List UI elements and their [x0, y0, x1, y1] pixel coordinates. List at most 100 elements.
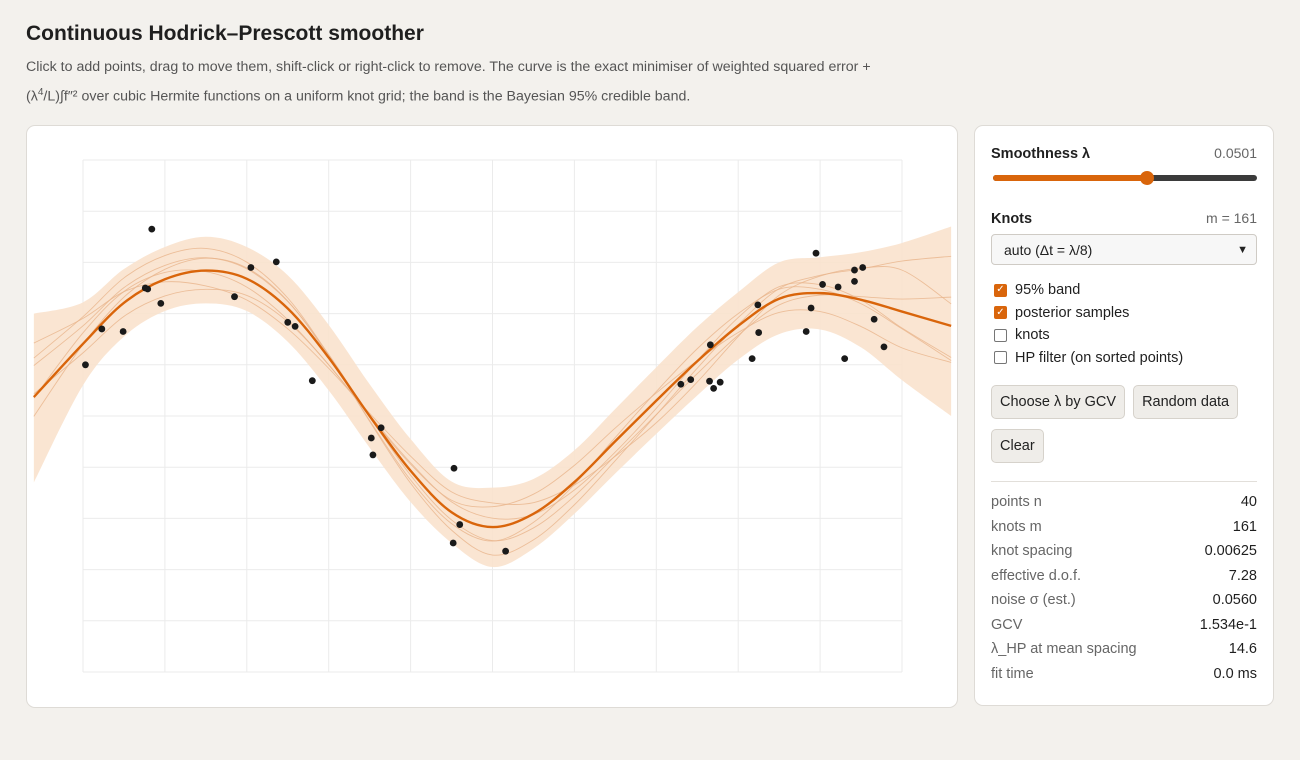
data-point[interactable]	[231, 293, 238, 301]
data-point[interactable]	[456, 521, 464, 528]
data-point[interactable]	[748, 355, 756, 363]
credible-band	[33, 226, 952, 568]
data-point[interactable]	[291, 323, 299, 330]
smoothness-slider[interactable]	[991, 168, 1257, 188]
random-data-button[interactable]: Random data	[1133, 385, 1239, 419]
divider	[991, 481, 1257, 482]
posterior-sample-line	[33, 288, 952, 508]
stat-row: knot spacing 0.00625	[991, 539, 1257, 564]
data-point[interactable]	[144, 285, 152, 293]
data-point[interactable]	[834, 283, 842, 291]
page-title: Continuous Hodrick–Prescott smoother	[26, 22, 424, 45]
stat-value: 0.0 ms	[1213, 665, 1257, 682]
stat-key: GCV	[991, 616, 1023, 633]
data-point[interactable]	[802, 328, 810, 335]
stat-value: 0.00625	[1204, 543, 1257, 560]
checkbox-knots[interactable]: knots	[991, 324, 1257, 347]
data-point[interactable]	[851, 266, 858, 274]
description-line-2: /L)∫f″² over cubic Hermite functions on …	[43, 88, 691, 105]
data-point[interactable]	[82, 361, 89, 369]
data-point[interactable]	[755, 329, 763, 336]
checkbox-label: knots	[1015, 327, 1050, 344]
action-buttons: Choose λ by GCV Random data Clear	[991, 385, 1257, 463]
stat-value: 1.534e-1	[1199, 616, 1257, 633]
checkbox-label: 95% band	[1015, 282, 1081, 299]
data-point[interactable]	[706, 377, 713, 385]
checkbox-label: posterior samples	[1015, 304, 1130, 321]
stat-row: knots m 161	[991, 515, 1257, 540]
checkbox-icon[interactable]: ✓	[994, 306, 1007, 320]
knots-label: Knots	[991, 211, 1033, 227]
data-point[interactable]	[284, 318, 292, 326]
stat-key: knots m	[991, 518, 1042, 535]
stat-row: noise σ (est.) 0.0560	[991, 588, 1257, 613]
data-point[interactable]	[367, 434, 375, 442]
smoothness-row: Smoothness λ 0.0501	[991, 145, 1257, 162]
data-point[interactable]	[870, 315, 878, 323]
slider-fill	[993, 175, 1148, 181]
stat-value: 14.6	[1228, 641, 1257, 658]
data-point[interactable]	[677, 380, 685, 388]
data-point[interactable]	[450, 464, 458, 472]
data-point[interactable]	[851, 277, 858, 285]
data-point[interactable]	[308, 377, 316, 385]
data-point[interactable]	[272, 258, 280, 266]
posterior-sample-line	[33, 247, 952, 556]
data-point[interactable]	[841, 355, 849, 363]
stat-key: λ_HP at mean spacing	[991, 641, 1137, 658]
stat-row: points n 40	[991, 490, 1257, 515]
stat-key: points n	[991, 494, 1042, 511]
fitted-curve	[32, 269, 952, 529]
data-point[interactable]	[710, 384, 718, 392]
stat-key: noise σ (est.)	[991, 592, 1076, 609]
slider-thumb[interactable]	[1140, 171, 1155, 185]
smoother-plot[interactable]	[27, 126, 957, 707]
knots-select[interactable]: auto (Δt = λ/8) ▼	[991, 234, 1257, 265]
checkbox-label: HP filter (on sorted points)	[1015, 349, 1184, 366]
clear-button[interactable]: Clear	[991, 429, 1044, 463]
data-point[interactable]	[377, 424, 385, 432]
checkbox-hp-filter[interactable]: HP filter (on sorted points)	[991, 347, 1257, 370]
data-point[interactable]	[859, 264, 867, 271]
posterior-sample-line	[33, 266, 952, 506]
plot-area[interactable]	[26, 125, 958, 708]
stat-key: effective d.o.f.	[991, 567, 1082, 584]
posterior-sample-line	[33, 257, 952, 542]
checkbox-icon[interactable]: ✓	[994, 283, 1007, 297]
page-description: Click to add points, drag to move them, …	[26, 55, 926, 110]
checkbox-posterior-samples[interactable]: ✓ posterior samples	[991, 302, 1257, 325]
data-point[interactable]	[754, 301, 762, 309]
data-point[interactable]	[880, 343, 888, 351]
smoothness-value: 0.0501	[1214, 145, 1257, 161]
data-point[interactable]	[819, 281, 826, 288]
description-exponent: 4	[37, 87, 44, 98]
stat-value: 40	[1240, 494, 1257, 511]
posterior-sample-line	[33, 257, 952, 542]
data-point[interactable]	[369, 451, 377, 459]
data-point[interactable]	[706, 341, 714, 349]
data-point[interactable]	[119, 328, 127, 335]
checkbox-group: ✓ 95% band ✓ posterior samples knots HP …	[991, 279, 1257, 369]
control-panel: Smoothness λ 0.0501 Knots m = 161 auto (…	[974, 125, 1274, 706]
data-point[interactable]	[502, 547, 510, 555]
data-point[interactable]	[98, 325, 106, 333]
data-point[interactable]	[247, 264, 255, 271]
stat-key: knot spacing	[991, 543, 1073, 560]
data-point[interactable]	[807, 304, 815, 312]
gcv-button[interactable]: Choose λ by GCV	[991, 385, 1126, 419]
data-point[interactable]	[148, 225, 156, 233]
knots-select-value: auto (Δt = λ/8)	[1004, 241, 1093, 258]
checkbox-band[interactable]: ✓ 95% band	[991, 279, 1257, 302]
data-point[interactable]	[157, 299, 165, 307]
checkbox-icon[interactable]	[994, 328, 1007, 342]
knots-row: Knots m = 161	[991, 210, 1257, 227]
stat-value: 7.28	[1228, 567, 1257, 584]
data-point[interactable]	[449, 539, 457, 547]
data-point[interactable]	[687, 376, 695, 384]
data-point[interactable]	[716, 378, 724, 386]
stat-row: fit time 0.0 ms	[991, 662, 1257, 687]
stat-row: effective d.o.f. 7.28	[991, 564, 1257, 589]
description-lambda: (λ	[26, 88, 38, 105]
data-point[interactable]	[812, 249, 820, 257]
checkbox-icon[interactable]	[994, 351, 1007, 365]
